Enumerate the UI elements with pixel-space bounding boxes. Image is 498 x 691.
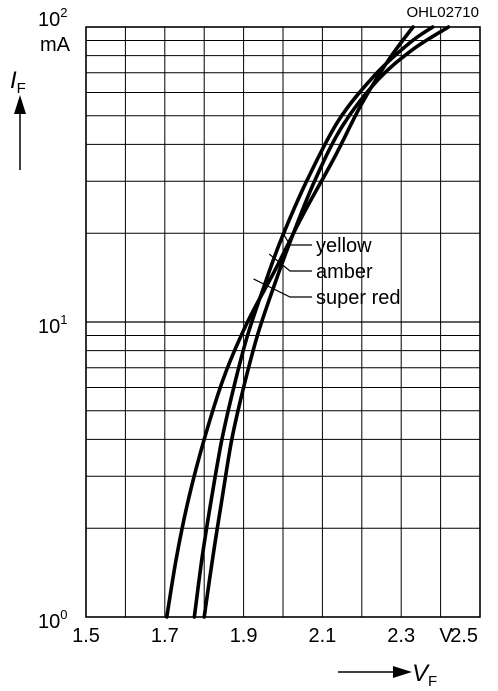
y-axis-label: IF — [10, 67, 26, 97]
y-tick-base: 10 — [38, 9, 60, 31]
y-tick-label-mid: 101 — [38, 312, 67, 338]
y-tick-base: 10 — [38, 611, 60, 633]
y-tick-label-bottom: 100 — [38, 607, 67, 633]
x-unit-label: V — [439, 625, 453, 647]
y-tick-base: 10 — [38, 316, 60, 338]
x-axis-symbol: V — [412, 660, 430, 687]
y-axis-symbol: I — [10, 67, 17, 94]
x-tick-label: 1.9 — [230, 625, 258, 647]
x-tick-label: 2.3 — [387, 625, 415, 647]
plot-frame — [85, 26, 481, 618]
series-labels: yellow amber super red — [316, 235, 401, 309]
series-label-amber: amber — [316, 261, 373, 283]
x-tick-label: 1.5 — [72, 625, 100, 647]
x-tick-label: 1.7 — [151, 625, 179, 647]
annotation-leader-line — [268, 253, 312, 272]
x-tick-label: 2.5 — [450, 625, 478, 647]
x-tick-labels: 1.5 1.7 1.9 2.1 2.3 2.5 — [72, 625, 478, 647]
y-axis-arrow-icon — [14, 95, 26, 170]
y-unit-label: mA — [40, 34, 71, 56]
annotation-leader-line — [282, 232, 312, 246]
series-label-yellow: yellow — [316, 235, 372, 257]
x-axis-subscript: F — [428, 673, 437, 690]
y-tick-exp: 0 — [60, 607, 67, 622]
y-tick-label-top: 102 — [38, 5, 67, 31]
annotation-leaders — [253, 232, 312, 298]
y-tick-exp: 2 — [60, 5, 67, 20]
x-axis-arrow-icon — [338, 666, 412, 678]
figure-code-label: OHL02710 — [406, 4, 479, 21]
y-axis-subscript: F — [17, 80, 26, 97]
x-tick-label: 2.1 — [308, 625, 336, 647]
annotation-leader-line — [253, 278, 312, 298]
y-tick-exp: 1 — [60, 312, 67, 327]
grid — [86, 27, 480, 617]
x-axis-label: VF — [412, 660, 437, 690]
series-label-super-red: super red — [316, 287, 401, 309]
series-line-super-red — [165, 25, 415, 619]
